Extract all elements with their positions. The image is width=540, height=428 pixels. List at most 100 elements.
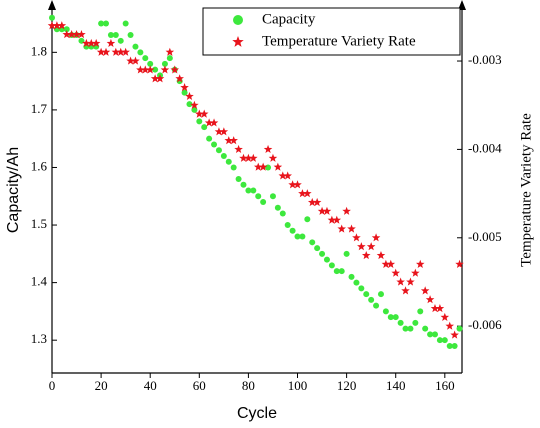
legend-label: Capacity [262,11,316,27]
point [353,279,360,286]
point [274,204,281,211]
point [57,21,67,30]
point [142,55,149,62]
point [455,259,464,268]
point [283,171,292,180]
x-tick-label: 0 [49,378,56,393]
point [392,314,399,321]
point [445,321,454,330]
point [122,20,129,27]
point [381,259,391,268]
point [230,164,237,171]
point [436,337,443,344]
point [111,47,121,56]
point [195,109,204,118]
point [250,187,257,194]
point [204,118,214,127]
point [347,224,356,233]
y-tick-label: 1.8 [31,43,47,58]
x-tick-label: 120 [337,378,357,393]
legend-label: Temperature Variety Rate [262,33,416,49]
point [298,189,307,198]
y2-axis-title: Temperature Variety Rate [518,113,534,267]
point [150,74,160,83]
point [278,171,288,180]
point [253,162,263,171]
point [337,224,346,233]
point [106,38,116,47]
point [279,210,286,217]
point [245,187,252,194]
legend-marker [232,36,244,47]
point [440,312,450,321]
point [160,65,170,74]
point [396,277,405,286]
point [435,303,445,313]
point [181,89,188,96]
point [293,180,302,189]
point [87,38,96,47]
point [201,124,208,131]
point [258,162,268,171]
point [165,47,175,56]
y2-tick-label: -0.006 [468,317,502,332]
point [358,285,365,292]
point [304,216,311,223]
point [161,60,168,67]
point [117,37,124,44]
x-tick-label: 160 [435,378,455,393]
point [319,250,326,257]
point [386,259,396,268]
point [343,250,350,257]
point [327,215,337,224]
point [431,331,438,338]
point [265,164,272,171]
y-axis-arrow [48,0,56,10]
point [101,47,111,56]
point [244,153,253,162]
point [240,181,247,188]
point [199,109,209,118]
point [407,325,414,332]
point [103,20,110,27]
point [322,206,332,215]
y-tick-label: 1.3 [31,331,47,346]
point [328,262,335,269]
point [307,197,317,207]
point [363,291,370,298]
point [411,268,420,277]
point [72,30,81,39]
point [127,32,134,39]
x-tick-label: 140 [386,378,406,393]
point [96,47,106,56]
point [126,56,135,65]
point [338,268,345,275]
point [284,222,291,229]
point [373,302,380,309]
point [136,65,145,74]
point [317,206,327,215]
point [141,65,150,74]
x-tick-label: 40 [144,378,157,393]
point [209,118,219,127]
point [220,152,227,159]
point [107,32,114,39]
point [185,91,194,101]
point [273,162,283,171]
point [333,268,340,275]
point [420,286,430,295]
point [170,65,180,74]
point [323,256,330,263]
y2-tick-label: -0.004 [468,140,502,155]
point [366,242,376,251]
point [368,296,375,303]
point [312,197,322,207]
y-tick-label: 1.4 [31,274,48,289]
point [145,65,155,74]
point [152,66,159,73]
point [377,291,384,298]
point [219,127,229,136]
point [63,26,70,33]
point [412,319,419,326]
